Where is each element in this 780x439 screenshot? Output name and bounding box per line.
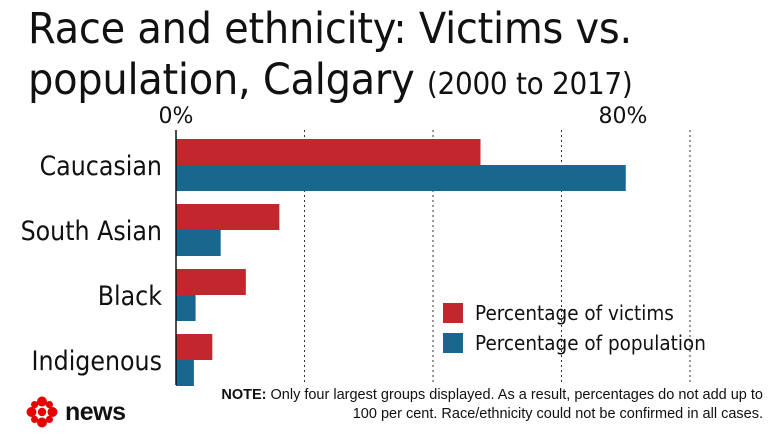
cbc-news-logo: news	[25, 395, 126, 429]
bar-population	[176, 295, 196, 321]
bar-victims	[176, 269, 246, 295]
bars	[176, 139, 626, 386]
category-labels: Caucasian South Asian Black Indigenous	[21, 150, 163, 377]
bar-population	[176, 165, 626, 191]
footnote-text: Only four largest groups displayed. As a…	[270, 387, 764, 422]
bar-population	[176, 360, 194, 386]
bar-chart: Caucasian South Asian Black Indigenous 0% 80…	[21, 104, 691, 386]
bar-population	[176, 230, 221, 256]
cbc-gem-icon	[26, 396, 58, 428]
category-label: Indigenous	[32, 345, 162, 377]
legend-item-population: Percentage of population	[443, 328, 726, 358]
legend: Percentage of victims Percentage of popu…	[443, 298, 726, 358]
x-tick-label: 0%	[159, 104, 194, 129]
bar-victims	[176, 139, 481, 165]
chart-title: Race and ethnicity: Victims vs. populati…	[28, 4, 716, 110]
footnote-label: NOTE:	[221, 387, 267, 403]
legend-swatch-victims	[443, 303, 463, 323]
category-label: Black	[98, 280, 163, 312]
category-label: Caucasian	[40, 150, 162, 182]
footnote: NOTE: Only four largest groups displayed…	[215, 386, 763, 424]
chart-title-sub: (2000 to 2017)	[426, 67, 633, 102]
chart-title-main: Race and ethnicity: Victims vs. populati…	[28, 4, 632, 105]
legend-item-victims: Percentage of victims	[443, 298, 726, 328]
tick-labels: 0% 80%	[159, 104, 648, 129]
legend-label-population: Percentage of population	[475, 331, 706, 355]
x-tick-label: 80%	[599, 104, 648, 129]
bar-victims	[176, 204, 280, 230]
legend-label-victims: Percentage of victims	[475, 301, 674, 325]
bar-victims	[176, 334, 213, 360]
brand-name: news	[65, 397, 126, 426]
legend-swatch-population	[443, 333, 463, 353]
category-label: South Asian	[21, 215, 162, 247]
